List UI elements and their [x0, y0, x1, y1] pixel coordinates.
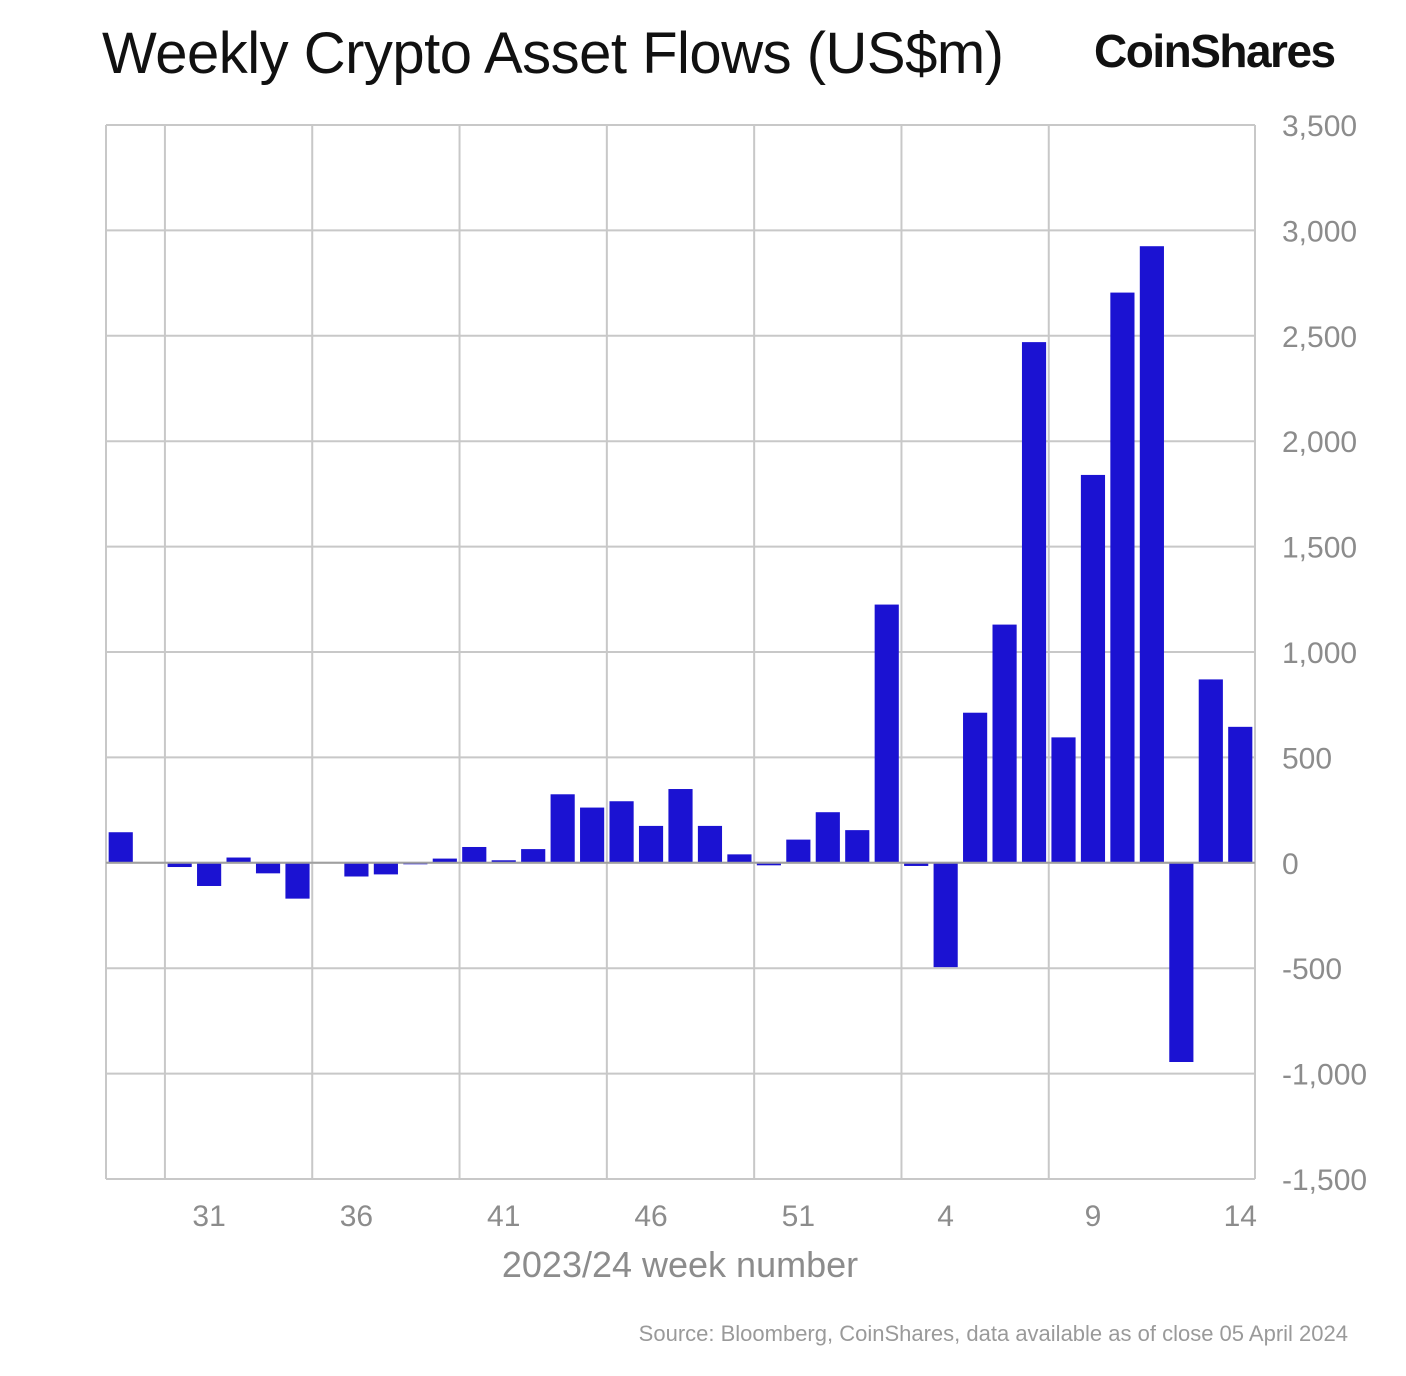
y-tick-label: -1,500 [1282, 1164, 1367, 1197]
x-tick-label: 14 [1224, 1200, 1257, 1233]
bar-week-37 [373, 862, 398, 875]
bar-week-28 [108, 832, 133, 863]
bar-week-33 [255, 862, 281, 874]
bar-week-47 [668, 789, 693, 863]
bar-week-34 [285, 862, 310, 899]
y-tick-label: -500 [1282, 953, 1342, 986]
bar-week-50 [756, 862, 781, 866]
bar-week-32 [226, 857, 251, 863]
x-tick-label: 4 [937, 1200, 954, 1233]
x-tick-label: 41 [487, 1200, 520, 1233]
bar-week-41 [491, 860, 516, 863]
bar-week-1 [845, 830, 870, 863]
x-tick-label: 31 [192, 1200, 225, 1233]
x-tick-labels: 31 36 41 46 51 4 9 14 [192, 1200, 1257, 1233]
bar-week-49 [727, 854, 752, 863]
bar-week-39 [432, 858, 457, 863]
bar-week-12 [1169, 862, 1194, 1063]
bars [108, 246, 1253, 1063]
bar-week-46 [638, 825, 664, 863]
bar-week-10 [1110, 292, 1135, 863]
y-tick-label: 3,500 [1282, 110, 1357, 143]
bar-week-2 [874, 604, 899, 863]
y-tick-label: -1,000 [1282, 1059, 1367, 1092]
bar-week-40 [462, 846, 487, 863]
bar-week-44 [580, 807, 605, 863]
y-tick-label: 500 [1282, 742, 1332, 775]
bar-week-36 [344, 862, 369, 877]
y-tick-label: 1,500 [1282, 532, 1357, 565]
x-axis-label: 2023/24 week number [501, 1244, 859, 1285]
bar-week-7 [1021, 342, 1047, 863]
chart-title: Weekly Crypto Asset Flows (US$m) [102, 21, 1004, 86]
bar-week-52 [815, 812, 840, 863]
bar-week-6 [992, 624, 1017, 863]
x-tick-label: 51 [782, 1200, 815, 1233]
bar-week-42 [521, 849, 546, 863]
bar-week-5 [963, 712, 988, 863]
y-tick-label: 0 [1282, 848, 1299, 881]
bar-week-14 [1228, 726, 1253, 863]
bar-week-43 [550, 794, 575, 863]
bar-week-51 [786, 839, 811, 863]
bar-week-4 [933, 862, 958, 968]
x-tick-label: 9 [1085, 1200, 1102, 1233]
y-tick-label: 1,000 [1282, 637, 1357, 670]
bar-week-11 [1139, 246, 1164, 863]
y-tick-label: 2,500 [1282, 321, 1357, 354]
source-note: Source: Bloomberg, CoinShares, data avai… [638, 1321, 1348, 1346]
x-tick-label: 36 [340, 1200, 373, 1233]
y-tick-labels: 3,500 3,000 2,500 2,000 1,500 1,000 500 0 -500 -1… [1282, 110, 1367, 1197]
bar-week-30 [167, 862, 192, 868]
bar-week-9 [1080, 474, 1106, 863]
bar-week-48 [697, 825, 723, 863]
bar-week-45 [609, 801, 634, 863]
x-tick-label: 46 [634, 1200, 667, 1233]
bar-week-31 [197, 862, 222, 886]
y-tick-label: 2,000 [1282, 426, 1357, 459]
bar-week-8 [1051, 737, 1076, 863]
y-tick-label: 3,000 [1282, 215, 1357, 248]
bar-week-3 [904, 862, 929, 866]
coinshares-logo: CoinShares [1094, 25, 1336, 77]
bar-week-13 [1198, 679, 1223, 863]
